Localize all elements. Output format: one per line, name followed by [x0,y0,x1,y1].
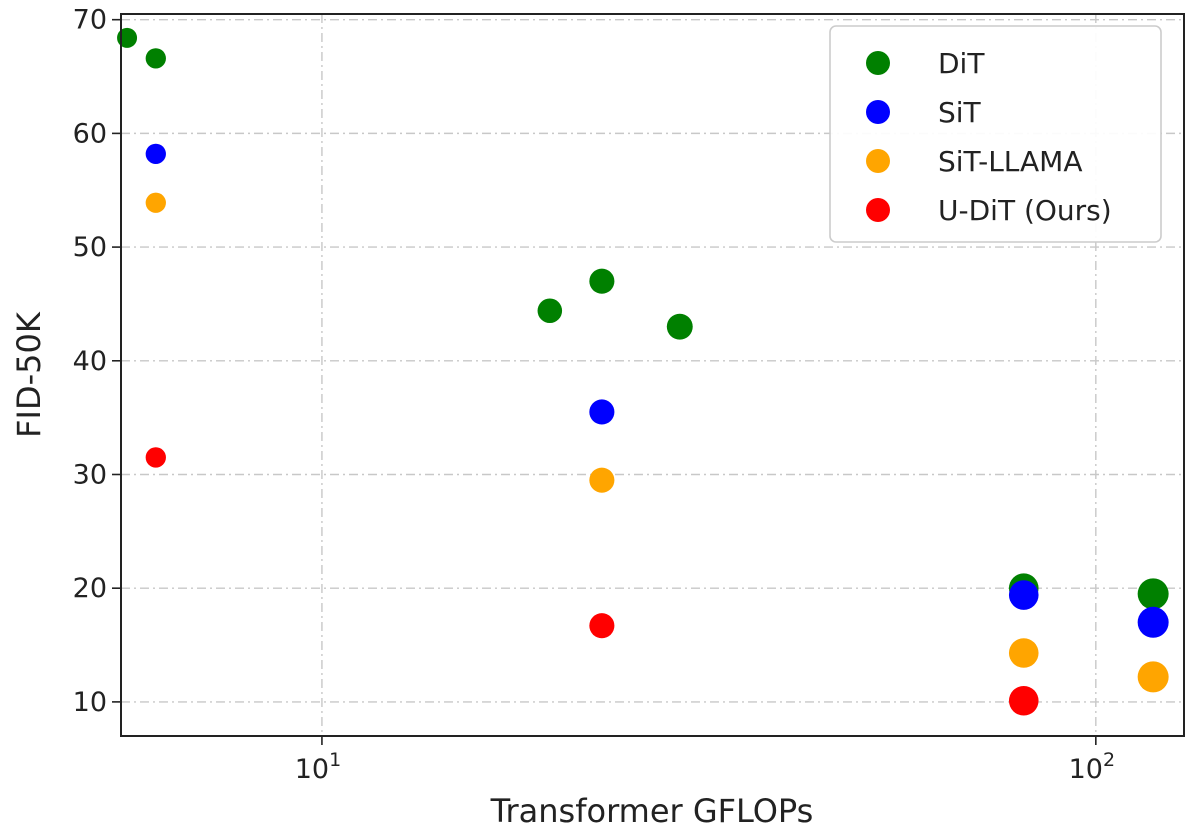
point-u-dit-ours [589,613,615,639]
point-dit [145,48,166,69]
legend-marker-sit-llama [866,149,890,173]
point-sit [1008,580,1039,610]
point-sit-llama [145,192,166,213]
point-dit [117,27,138,48]
y-tick-label: 10 [73,687,107,718]
point-sit [1137,606,1169,638]
y-tick-label: 40 [73,346,107,377]
legend-label-u-dit-ours: U-DiT (Ours) [938,194,1112,227]
y-tick-label: 70 [73,5,107,36]
point-u-dit-ours [1008,685,1039,716]
y-axis-label: FID-50K [10,311,48,438]
point-sit [589,399,615,425]
point-sit-llama [1008,638,1039,668]
x-tick-label: 101 [295,749,341,785]
point-dit [537,298,563,324]
legend-marker-u-dit-ours [866,198,890,222]
legend-label-sit-llama: SiT-LLAMA [938,145,1083,178]
legend-box [829,25,1162,243]
point-sit-llama [589,467,615,493]
x-tick-exponent: 2 [1103,749,1115,771]
legend-label-dit: DiT [938,47,985,80]
y-tick-label: 50 [73,232,107,263]
x-tick-label: 102 [1069,749,1115,785]
plot-frame [120,13,1185,737]
points-layer [117,27,1169,716]
legend-label-sit: SiT [938,96,982,129]
x-tick-base: 10 [1069,754,1103,785]
y-tick-label: 20 [73,573,107,604]
point-dit [1137,578,1169,610]
x-tick-exponent: 1 [329,749,341,771]
point-sit [145,143,166,165]
point-u-dit-ours [145,447,166,468]
y-tick-label: 30 [73,459,107,490]
y-tick-label: 60 [73,118,107,149]
legend-marker-sit [866,100,890,124]
legend-marker-dit [866,51,890,75]
point-dit [666,313,693,340]
x-tick-base: 10 [295,754,329,785]
point-sit-llama [1137,661,1169,693]
legend: DiT SiT SiT-LLAMA U-DiT (Ours) [829,25,1162,243]
point-dit [589,268,615,294]
x-axis-label: Transformer GFLOPs [490,792,814,830]
